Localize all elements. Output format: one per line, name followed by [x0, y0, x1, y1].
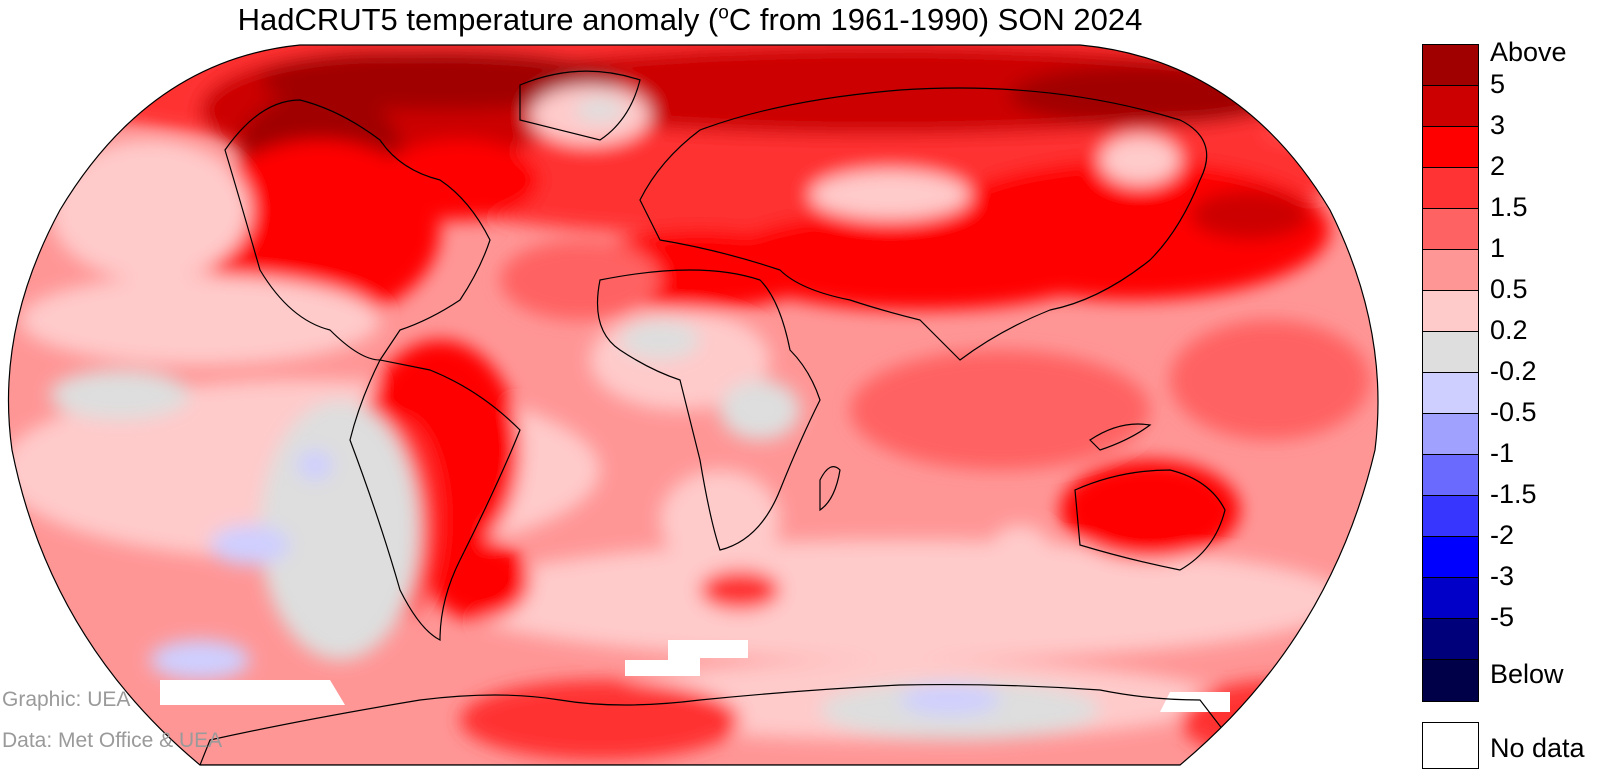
legend-label: -0.5: [1490, 397, 1537, 427]
legend-label: -1: [1490, 438, 1515, 468]
legend-label: 3: [1490, 110, 1506, 140]
legend-label: 2: [1490, 151, 1506, 181]
legend-label: Above: [1490, 37, 1567, 67]
map-title: HadCRUT5 temperature anomaly (oC from 19…: [0, 2, 1380, 38]
legend-swatch: [1423, 127, 1478, 168]
legend-swatch: [1423, 414, 1478, 455]
legend-swatch: [1423, 86, 1478, 127]
legend-label: -5: [1490, 602, 1515, 632]
legend-swatch: [1423, 332, 1478, 373]
graphic-credit: Graphic: UEA: [2, 688, 131, 711]
title-prefix: HadCRUT5 temperature anomaly (: [237, 2, 719, 37]
title-degree: o: [718, 2, 729, 24]
no-data-patch: [625, 640, 748, 676]
no-data-label: No data: [1490, 733, 1585, 763]
color-legend: [1422, 44, 1479, 702]
coastlines: [199, 70, 1252, 765]
legend-label: 1.5: [1490, 192, 1528, 222]
legend-swatch: [1423, 660, 1478, 701]
anomaly-field: [8, 45, 1379, 765]
legend-label: 1: [1490, 233, 1506, 263]
legend-label: Below: [1490, 659, 1564, 689]
legend-label: -3: [1490, 561, 1515, 591]
legend-swatch: [1423, 619, 1478, 660]
anomaly-map: [7, 44, 1379, 766]
legend-swatch: [1423, 209, 1478, 250]
legend-label: 0.2: [1490, 315, 1528, 345]
no-data-swatch: [1422, 722, 1479, 769]
no-data-patch: [1160, 692, 1230, 712]
legend-swatch: [1423, 578, 1478, 619]
legend-label: -1.5: [1490, 479, 1537, 509]
legend-swatch: [1423, 537, 1478, 578]
legend-swatch: [1423, 45, 1478, 86]
legend-label: 0.5: [1490, 274, 1528, 304]
legend-label: 5: [1490, 69, 1506, 99]
map-frame: [7, 44, 1379, 766]
legend-swatch: [1423, 455, 1478, 496]
legend-label: -2: [1490, 520, 1515, 550]
legend-swatch: [1423, 291, 1478, 332]
data-credit: Data: Met Office & UEA: [2, 729, 223, 752]
legend-swatch: [1423, 168, 1478, 209]
title-suffix: C from 1961-1990) SON 2024: [728, 2, 1143, 37]
legend-swatch: [1423, 496, 1478, 537]
no-data-patch: [160, 680, 345, 705]
legend-swatch: [1423, 250, 1478, 291]
legend-label: -0.2: [1490, 356, 1537, 386]
legend-swatch: [1423, 373, 1478, 414]
